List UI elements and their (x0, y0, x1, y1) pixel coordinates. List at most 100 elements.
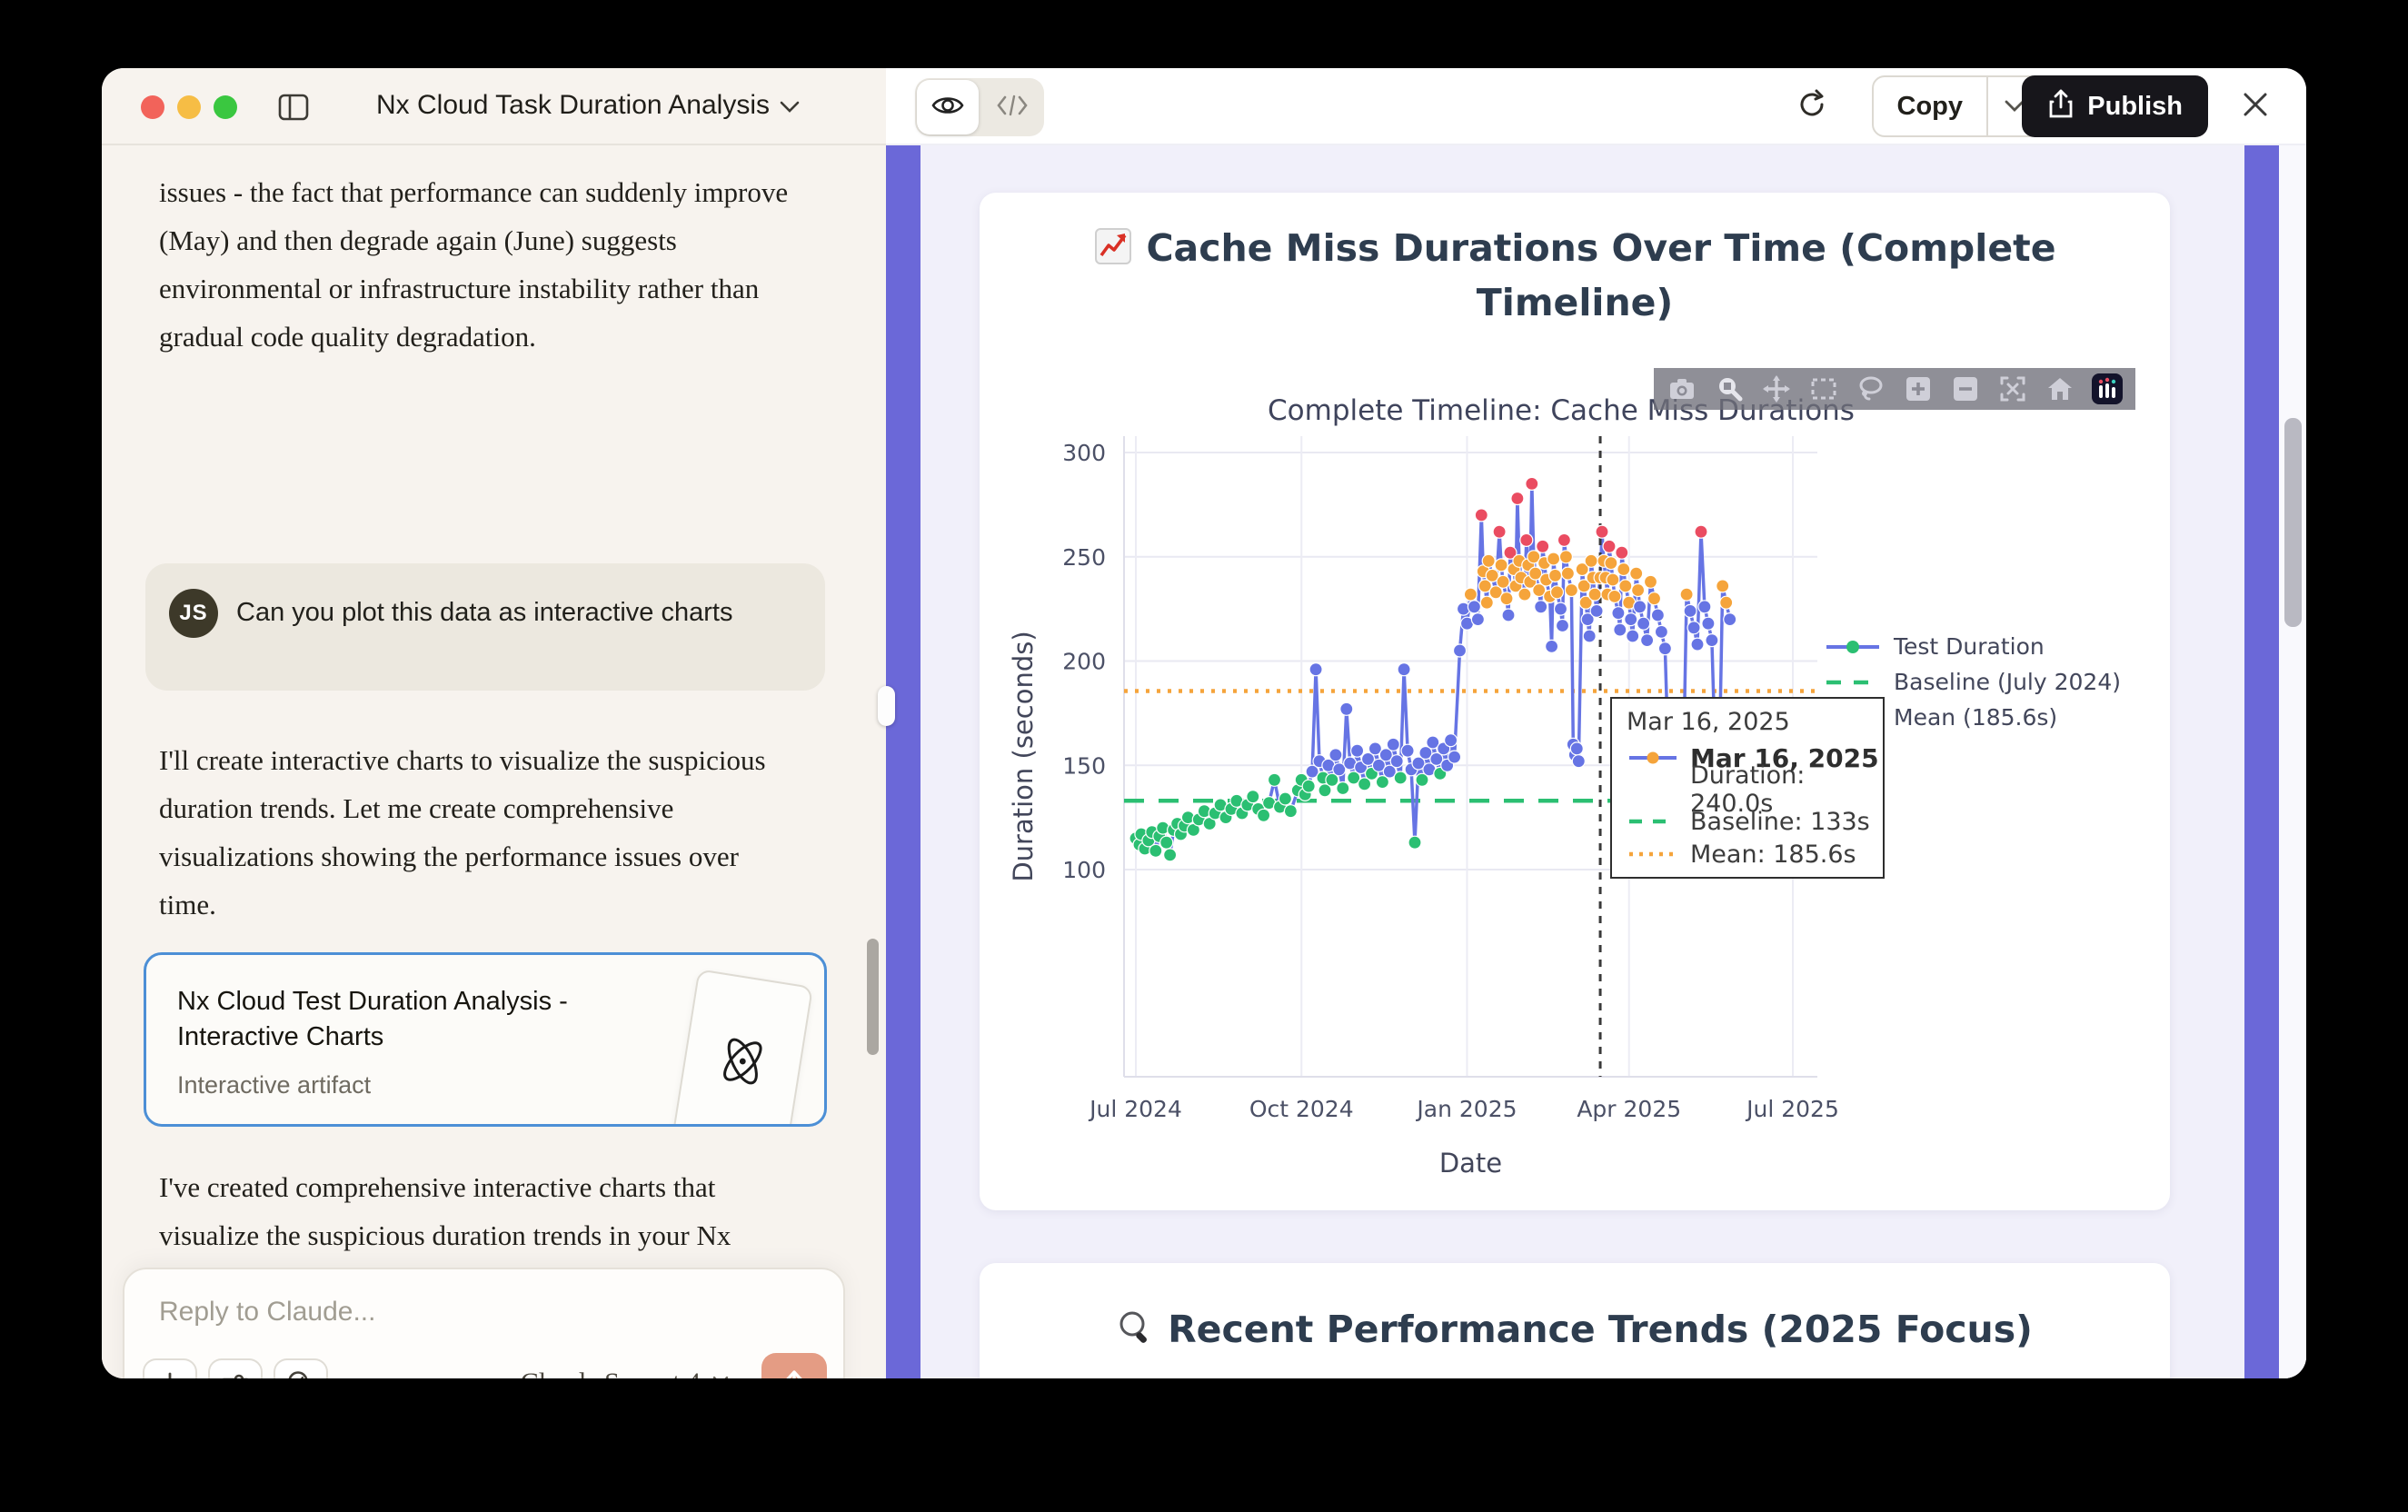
data-point[interactable] (1553, 602, 1568, 616)
data-point[interactable] (1429, 751, 1444, 766)
data-point[interactable] (1510, 491, 1525, 506)
data-point[interactable] (1382, 764, 1397, 779)
data-point[interactable] (1564, 582, 1579, 598)
data-point[interactable] (1580, 612, 1595, 627)
data-point[interactable] (1278, 791, 1292, 806)
zoom-out-icon[interactable] (1945, 371, 1986, 407)
data-point[interactable] (1547, 568, 1563, 582)
data-point[interactable] (1308, 662, 1323, 677)
data-point[interactable] (1257, 808, 1271, 822)
legend-item-test-duration[interactable]: Test Duration (1825, 629, 2121, 664)
box-select-icon[interactable] (1803, 371, 1845, 407)
data-point[interactable] (1618, 579, 1633, 593)
data-point[interactable] (1371, 758, 1386, 772)
data-point[interactable] (1378, 748, 1393, 762)
data-point[interactable] (1607, 589, 1622, 603)
data-point[interactable] (1499, 592, 1514, 606)
legend-item-baseline[interactable]: Baseline (July 2024) (1825, 664, 2121, 700)
window-minimize-light[interactable] (177, 95, 201, 119)
data-point[interactable] (1705, 633, 1719, 648)
data-point[interactable] (1246, 790, 1260, 804)
data-point[interactable] (1503, 545, 1517, 560)
data-point[interactable] (1528, 566, 1543, 581)
data-point[interactable] (1582, 629, 1597, 643)
data-point[interactable] (1149, 843, 1163, 858)
panel-resize-handle[interactable] (878, 686, 895, 726)
refresh-button[interactable] (1790, 85, 1834, 128)
data-point[interactable] (1494, 558, 1508, 572)
copy-dropdown-button[interactable] (1988, 99, 2041, 114)
data-point[interactable] (1647, 592, 1662, 606)
data-point[interactable] (1639, 633, 1655, 648)
data-point[interactable] (1447, 750, 1462, 764)
zoom-in-icon[interactable] (1897, 371, 1939, 407)
data-point[interactable] (1578, 595, 1593, 610)
data-point[interactable] (1604, 556, 1618, 571)
data-point[interactable] (1654, 624, 1669, 639)
data-point[interactable] (1624, 612, 1638, 627)
data-point[interactable] (1546, 552, 1561, 566)
sidebar-toggle-icon[interactable] (276, 90, 311, 124)
model-selector[interactable]: Claude Sonnet 4 (521, 1368, 730, 1378)
data-point[interactable] (1360, 751, 1376, 766)
data-point[interactable] (1443, 733, 1458, 748)
data-point[interactable] (1584, 553, 1598, 568)
data-point[interactable] (1527, 550, 1541, 564)
data-point[interactable] (1339, 701, 1354, 716)
data-point[interactable] (1615, 545, 1629, 560)
data-point[interactable] (1687, 621, 1701, 635)
data-point[interactable] (1519, 532, 1534, 547)
data-point[interactable] (1267, 772, 1282, 787)
artifact-chip[interactable]: Nx Cloud Test Duration Analysis - Intera… (144, 952, 827, 1127)
pan-icon[interactable] (1756, 371, 1797, 407)
data-point[interactable] (1716, 579, 1730, 593)
reset-axes-home-icon[interactable] (2039, 371, 2081, 407)
data-point[interactable] (1630, 582, 1646, 598)
data-point[interactable] (1467, 600, 1482, 614)
research-button[interactable] (274, 1358, 328, 1378)
data-point[interactable] (1632, 600, 1647, 614)
data-point[interactable] (1595, 524, 1609, 539)
data-point[interactable] (1328, 748, 1343, 762)
data-point[interactable] (1332, 762, 1347, 777)
data-point[interactable] (1613, 622, 1627, 637)
autoscale-icon[interactable] (1992, 371, 2034, 407)
data-point[interactable] (1657, 642, 1673, 656)
data-point[interactable] (1400, 743, 1415, 758)
window-close-light[interactable] (141, 95, 164, 119)
data-point[interactable] (1492, 524, 1507, 539)
data-point[interactable] (1488, 585, 1503, 600)
data-point[interactable] (1683, 603, 1697, 618)
data-point[interactable] (1536, 539, 1550, 553)
send-button[interactable] (761, 1353, 827, 1378)
reply-input[interactable] (159, 1297, 795, 1328)
data-point[interactable] (1368, 741, 1382, 756)
data-point[interactable] (1393, 771, 1408, 785)
data-point[interactable] (1555, 618, 1570, 633)
data-point[interactable] (1643, 574, 1658, 589)
data-point[interactable] (1496, 574, 1510, 589)
plotly-logo-icon[interactable] (2086, 371, 2128, 407)
data-point[interactable] (1650, 608, 1666, 622)
code-toggle-button[interactable] (980, 78, 1044, 136)
data-point[interactable] (1452, 643, 1468, 658)
data-point[interactable] (1479, 595, 1494, 610)
data-point[interactable] (1587, 587, 1602, 602)
data-point[interactable] (1611, 606, 1626, 621)
data-point[interactable] (1589, 603, 1604, 618)
data-point[interactable] (1283, 804, 1298, 819)
preview-toggle-button[interactable] (917, 80, 980, 134)
data-point[interactable] (1557, 532, 1572, 547)
data-point[interactable] (1301, 779, 1316, 793)
data-point[interactable] (1426, 735, 1440, 750)
copy-button[interactable]: Copy (1896, 91, 1964, 121)
data-point[interactable] (1408, 835, 1422, 850)
tools-button[interactable] (208, 1358, 263, 1378)
close-artifact-button[interactable] (2235, 86, 2275, 126)
data-point[interactable] (1325, 772, 1339, 787)
data-point[interactable] (1549, 585, 1565, 600)
data-point[interactable] (1626, 629, 1640, 643)
data-point[interactable] (1517, 587, 1532, 602)
data-point[interactable] (1411, 756, 1426, 771)
data-point[interactable] (1544, 639, 1559, 653)
